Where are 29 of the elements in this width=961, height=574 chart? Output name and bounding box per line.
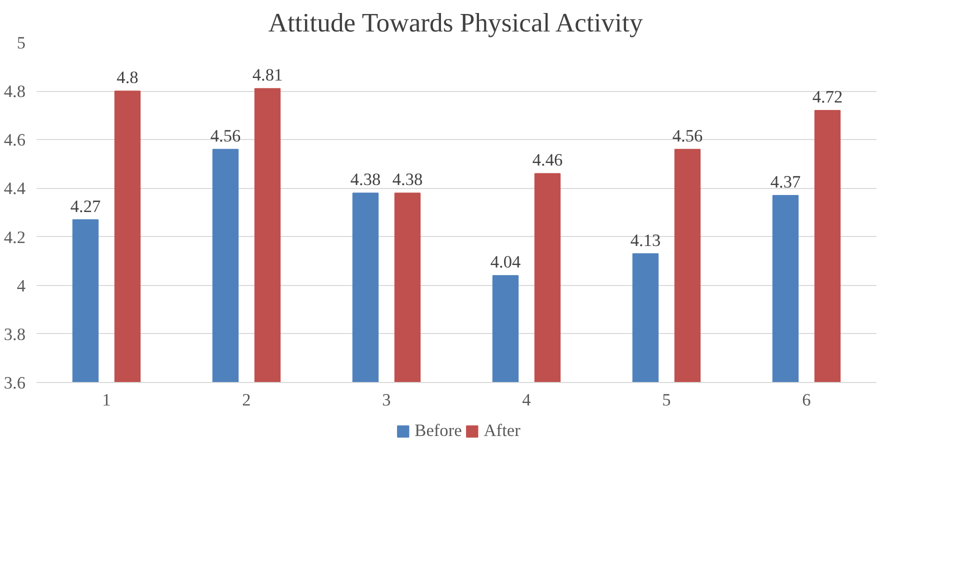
- y-tick-label: 3.8: [4, 324, 26, 344]
- y-tick-label: 4.4: [4, 179, 26, 198]
- x-tick-label: 6: [802, 390, 812, 410]
- data-label: 4.13: [630, 230, 661, 250]
- x-tick-label: 1: [102, 390, 111, 410]
- y-tick-label: 3.6: [4, 374, 26, 392]
- data-label: 4.27: [70, 196, 101, 216]
- data-label: 4.38: [350, 170, 381, 190]
- chart-title: Attitude Towards Physical Activity: [268, 8, 644, 38]
- data-label: 4.46: [532, 150, 563, 170]
- x-tick-label: 5: [662, 390, 671, 410]
- y-tick-label: 4.2: [4, 228, 26, 247]
- data-label: 4.56: [672, 126, 703, 146]
- x-tick-label: 2: [242, 390, 251, 410]
- legend-label: After: [484, 420, 520, 440]
- data-label: 4.81: [252, 66, 283, 85]
- y-tick-label: 4.6: [4, 130, 26, 150]
- y-tick-label: 4: [16, 276, 26, 296]
- data-label: 4.38: [392, 170, 423, 190]
- data-label: 4.56: [210, 126, 241, 146]
- data-label: 4.72: [812, 88, 843, 106]
- x-tick-label: 3: [382, 390, 391, 410]
- data-label: 4.8: [116, 68, 138, 88]
- y-tick-label: 4.8: [4, 82, 26, 102]
- data-label: 4.37: [770, 172, 801, 192]
- y-tick-label: 5: [16, 34, 26, 52]
- data-label: 4.04: [490, 252, 521, 272]
- legend-label: Before: [414, 420, 462, 440]
- x-tick-label: 4: [522, 390, 532, 410]
